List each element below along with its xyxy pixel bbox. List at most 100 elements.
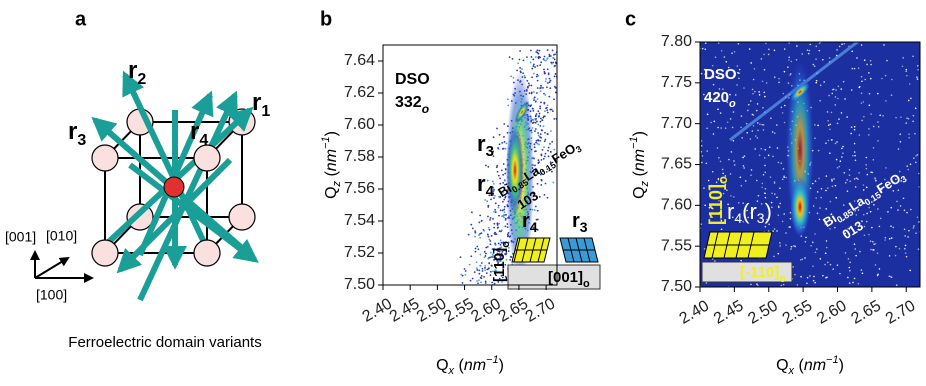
speck xyxy=(865,164,867,166)
speck xyxy=(554,53,557,56)
speck xyxy=(789,226,791,228)
speck xyxy=(537,139,540,142)
speck xyxy=(542,125,545,128)
speck xyxy=(544,110,546,113)
speck xyxy=(908,83,911,85)
speck xyxy=(496,164,499,167)
speck xyxy=(848,168,851,171)
speck xyxy=(792,266,794,268)
speck xyxy=(486,200,489,203)
speck xyxy=(534,130,536,133)
speck xyxy=(886,183,889,186)
speck xyxy=(492,252,495,254)
speck xyxy=(507,98,509,101)
speck xyxy=(776,147,779,149)
speck xyxy=(899,133,902,135)
speck xyxy=(541,148,544,151)
speck xyxy=(500,252,503,255)
speck xyxy=(498,254,501,257)
speck xyxy=(479,236,481,239)
speck xyxy=(720,179,723,182)
speck xyxy=(509,258,512,261)
speck xyxy=(742,165,745,167)
speck xyxy=(551,49,554,52)
speck xyxy=(752,78,755,81)
speck xyxy=(559,125,561,127)
speck xyxy=(500,230,502,233)
speck xyxy=(750,212,753,214)
sup: −1 xyxy=(320,136,332,149)
speck xyxy=(763,192,766,194)
speck xyxy=(814,137,816,139)
speck xyxy=(539,64,542,67)
speck xyxy=(498,195,500,198)
unit: nm xyxy=(464,357,486,374)
peak-label: r3 xyxy=(477,131,494,160)
speck xyxy=(854,186,857,188)
speck xyxy=(535,141,537,144)
speck xyxy=(471,277,474,280)
speck xyxy=(788,59,790,61)
speck xyxy=(499,243,502,246)
speck xyxy=(729,93,731,96)
substrate-label: DSO xyxy=(395,71,430,88)
speck xyxy=(495,233,498,236)
y-tick-label: 7.70 xyxy=(661,115,692,132)
speck xyxy=(499,182,502,185)
speck xyxy=(544,131,546,134)
speck xyxy=(888,255,891,257)
speck xyxy=(536,228,539,231)
speck xyxy=(912,114,915,117)
speck xyxy=(537,123,540,126)
speck xyxy=(549,79,552,82)
speck xyxy=(488,228,491,231)
speck xyxy=(841,147,843,150)
speck xyxy=(507,250,510,252)
speck xyxy=(747,103,750,106)
speck xyxy=(806,282,808,285)
speck xyxy=(914,132,916,135)
variant-labels: r1 r2 r3 r4 xyxy=(68,57,270,149)
symbol: r xyxy=(572,210,580,232)
speck xyxy=(554,91,557,94)
speck xyxy=(846,179,848,181)
axis-label: [010] xyxy=(46,228,77,244)
speck xyxy=(539,90,542,93)
speck xyxy=(855,214,858,216)
speck xyxy=(537,57,540,60)
speck xyxy=(878,225,881,228)
speck xyxy=(836,264,839,266)
speck xyxy=(746,209,748,212)
speck xyxy=(884,239,886,241)
speck xyxy=(502,215,504,217)
speck xyxy=(703,248,706,250)
speck xyxy=(498,143,501,146)
speck xyxy=(491,281,494,284)
speck xyxy=(476,280,478,282)
speck xyxy=(779,202,782,205)
speck xyxy=(753,68,756,70)
speck xyxy=(540,154,543,157)
speck xyxy=(805,236,807,239)
speck xyxy=(916,216,919,219)
speck xyxy=(848,282,851,284)
q: Q xyxy=(436,357,448,374)
speck xyxy=(543,92,545,95)
speck xyxy=(869,210,872,213)
speck xyxy=(709,191,712,194)
reflection: 332 xyxy=(395,94,422,111)
speck xyxy=(757,194,760,197)
speck xyxy=(756,179,758,182)
speck xyxy=(837,97,839,100)
speck xyxy=(484,280,487,283)
speck xyxy=(792,245,795,247)
speck xyxy=(896,200,898,203)
speck xyxy=(484,266,486,269)
substrate-reflection: 420o xyxy=(704,89,736,110)
speck xyxy=(853,128,856,131)
speck xyxy=(877,208,879,210)
speck xyxy=(705,72,707,75)
speck xyxy=(909,269,912,272)
speck xyxy=(703,68,706,71)
speck xyxy=(480,262,483,264)
